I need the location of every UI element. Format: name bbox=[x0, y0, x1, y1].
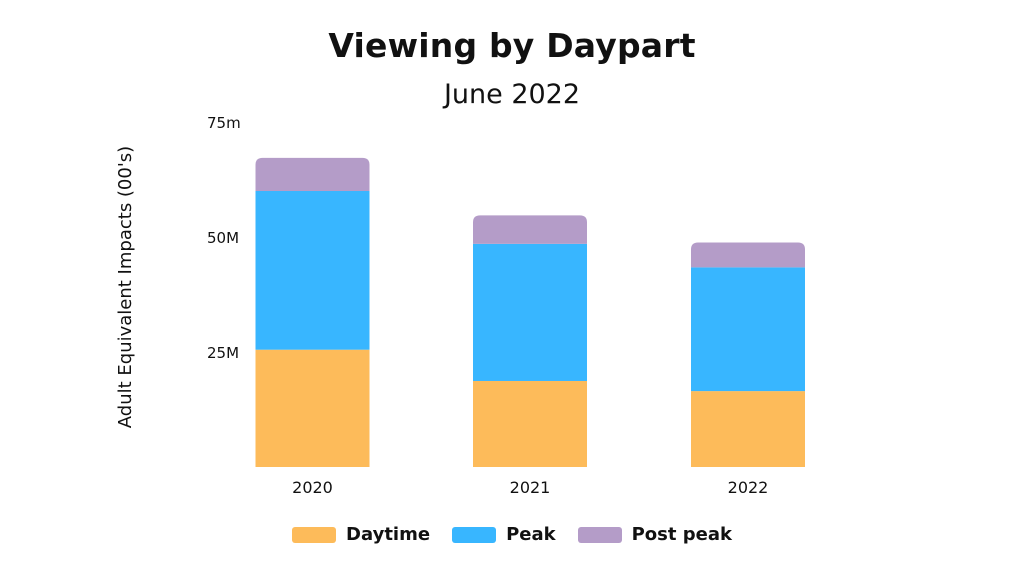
legend-item-peak: Peak bbox=[452, 524, 556, 545]
legend-label: Post peak bbox=[631, 524, 732, 545]
legend-swatch bbox=[292, 526, 337, 543]
chart-subtitle: June 2022 bbox=[443, 79, 581, 110]
y-tick-label: 50M bbox=[207, 229, 239, 247]
legend-item-post-peak: Post peak bbox=[577, 524, 732, 545]
bar-stack-2022 bbox=[691, 242, 805, 467]
bar-peak-2021 bbox=[473, 243, 587, 381]
bar-daytime-2021 bbox=[473, 380, 587, 467]
y-axis-label-group: Adult Equivalent Impacts (00's) bbox=[115, 146, 136, 428]
legend-swatch bbox=[577, 526, 622, 543]
x-tick-label: 2020 bbox=[292, 478, 333, 497]
bar-post-peak-2022 bbox=[691, 242, 805, 268]
legend: Daytime Peak Post peak bbox=[0, 524, 1024, 545]
legend-item-daytime: Daytime bbox=[292, 524, 430, 545]
legend-label: Peak bbox=[506, 524, 556, 545]
chart-title: Viewing by Daypart bbox=[328, 26, 696, 65]
bar-peak-2020 bbox=[255, 191, 370, 350]
x-tick-labels: 2020 2021 2022 bbox=[292, 478, 768, 497]
bar-peak-2022 bbox=[691, 267, 805, 392]
bar-post-peak-2021 bbox=[473, 215, 587, 244]
x-tick-label: 2022 bbox=[728, 478, 769, 497]
y-axis-label: Adult Equivalent Impacts (00's) bbox=[115, 146, 136, 428]
bar-daytime-2022 bbox=[691, 391, 805, 467]
y-tick-labels: 25M 50M 75m bbox=[207, 114, 241, 362]
bar-stack-2020 bbox=[255, 157, 370, 467]
bar-daytime-2020 bbox=[255, 349, 370, 467]
y-tick-label: 75m bbox=[207, 114, 241, 132]
bar-stacks bbox=[255, 157, 805, 467]
bar-post-peak-2020 bbox=[255, 157, 370, 191]
x-tick-label: 2021 bbox=[510, 478, 551, 497]
legend-swatch bbox=[452, 526, 497, 543]
y-tick-label: 25M bbox=[207, 344, 239, 362]
bar-stack-2021 bbox=[473, 215, 587, 467]
legend-label: Daytime bbox=[346, 524, 431, 545]
